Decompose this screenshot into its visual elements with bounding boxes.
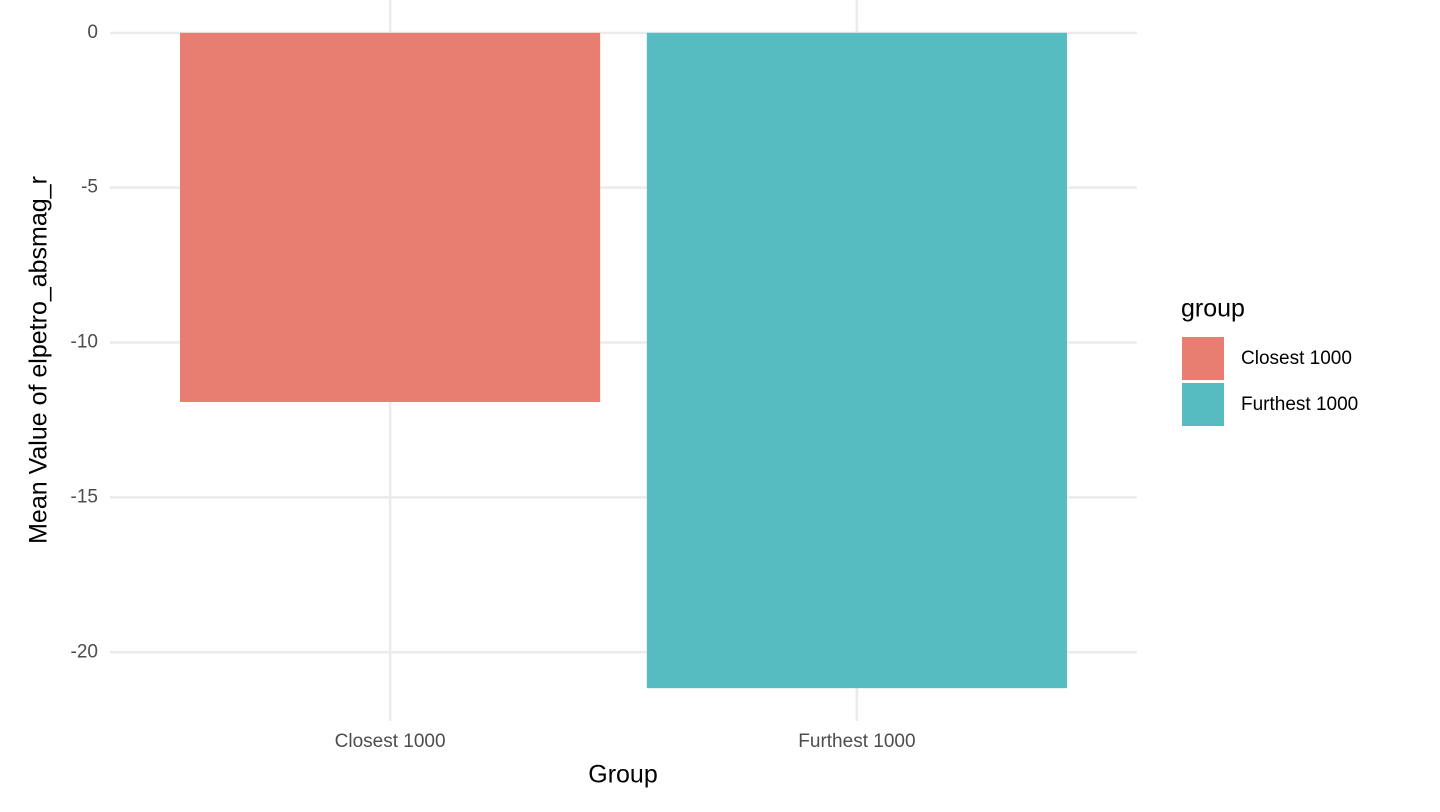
y-tick-label: -15 [71, 486, 98, 507]
x-tick-label: Closest 1000 [335, 731, 446, 752]
bar [646, 32, 1067, 689]
x-axis-title: Group [588, 761, 657, 789]
y-axis-title: Mean Value of elpetro_absmag_r [25, 176, 53, 544]
y-tick-label: -20 [71, 641, 98, 662]
x-tick-label: Furthest 1000 [798, 731, 915, 752]
legend-title: group [1181, 295, 1245, 323]
bar [180, 32, 601, 403]
legend-label: Closest 1000 [1241, 348, 1352, 369]
y-tick-label: 0 [87, 22, 98, 43]
legend-key [1182, 383, 1224, 426]
y-tick-label: -10 [71, 332, 98, 353]
legend-key [1182, 337, 1224, 380]
legend-label: Furthest 1000 [1241, 394, 1358, 415]
y-tick-label: -5 [81, 177, 98, 198]
